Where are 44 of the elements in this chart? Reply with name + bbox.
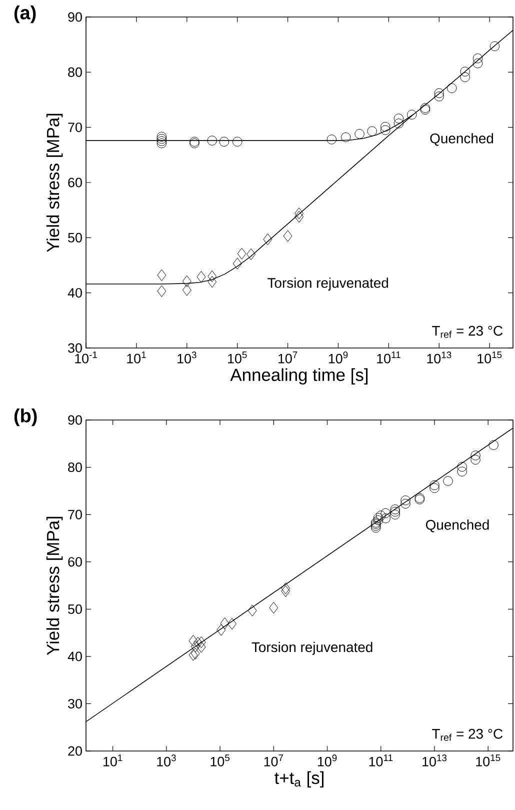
y-tick-label: 50 [68, 232, 82, 242]
y-tick-label: 70 [68, 122, 82, 132]
x-tick-label: 10$^{9}$ [328, 352, 348, 364]
x-tick-label: 10$^{3}$ [157, 754, 176, 766]
y-tick-label: 50 [68, 604, 82, 614]
x-tick-label: 10$^{11}$ [377, 352, 400, 364]
y-tick-label: 80 [68, 67, 82, 77]
y-tick-label: 90 [68, 12, 82, 22]
x-tick-label: 10$^{5}$ [210, 754, 230, 766]
x-tick-label: 10$^{11}$ [369, 754, 393, 766]
y-tick-label: 40 [68, 288, 82, 298]
y-tick-label: 70 [68, 510, 82, 520]
x-tick-label: 10$^{1}$ [103, 754, 122, 766]
chart-title: (b) [14, 408, 37, 426]
x-tick-label: 10$^{9}$ [318, 754, 337, 766]
x-tick-label: 10$^{-1}$ [75, 352, 97, 364]
y-tick-label: 80 [68, 462, 82, 472]
x-tick-label: 10$^{7}$ [278, 352, 298, 364]
annotation: Torsion rejuvenated [268, 278, 388, 291]
x-tick-label: 10$^{1}$ [127, 352, 146, 364]
y-axis-title: Yield stress [MPa] [46, 114, 63, 252]
y-tick-label: 30 [68, 343, 82, 353]
chart-title: (a) [14, 6, 36, 24]
x-tick-label: 10$^{15}$ [478, 352, 502, 364]
annotation: Torsion rejuvenated [252, 642, 372, 655]
x-tick-label: 10$^{5}$ [228, 352, 247, 364]
annotation: Quenched [430, 133, 494, 146]
y-tick-label: 20 [68, 746, 82, 756]
y-axis-title: Yield stress [MPa] [46, 516, 63, 656]
x-axis-title: Annealing time [s] [230, 368, 368, 385]
annotation: T$_{ref}$ = 23 °C [432, 326, 503, 338]
y-tick-label: 40 [68, 652, 82, 662]
y-tick-label: 60 [68, 178, 82, 188]
x-axis-title: t+t$_{a}$ [s] [274, 771, 324, 788]
annotation: T$_{ref}$ = 23 °C [432, 728, 503, 741]
x-tick-label: 10$^{7}$ [264, 754, 284, 766]
x-tick-label: 10$^{13}$ [427, 352, 452, 364]
y-tick-label: 60 [68, 557, 82, 567]
annotation: Quenched [426, 520, 489, 532]
y-tick-label: 90 [68, 415, 82, 425]
x-tick-label: 10$^{13}$ [422, 754, 447, 766]
y-tick-label: 30 [68, 698, 82, 708]
x-tick-label: 10$^{15}$ [476, 754, 500, 766]
x-tick-label: 10$^{3}$ [178, 352, 196, 364]
